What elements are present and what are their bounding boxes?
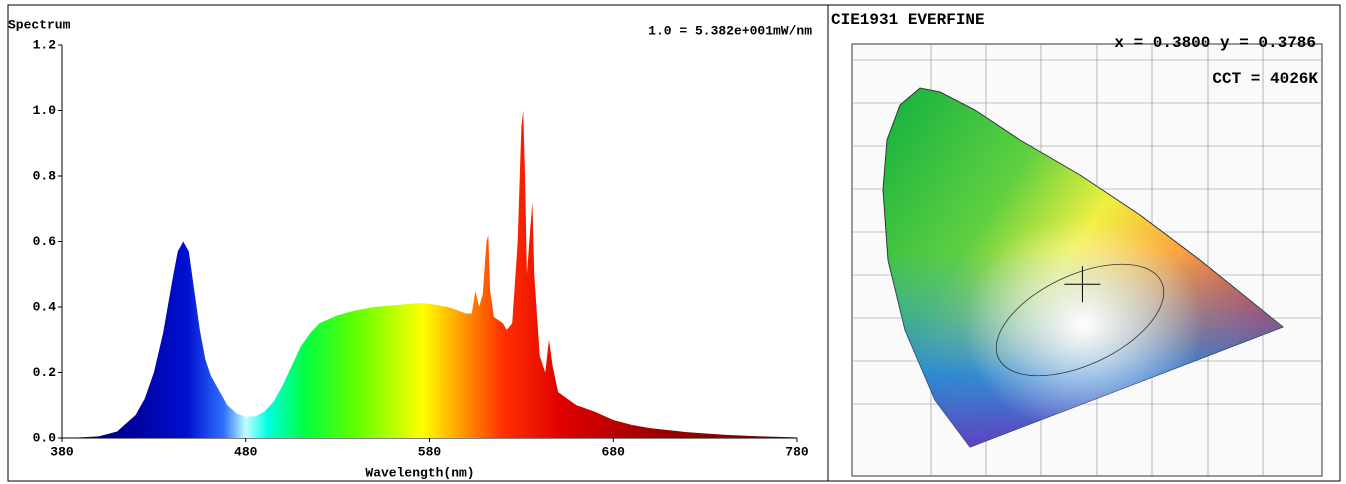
cie-horseshoe <box>882 87 1284 448</box>
chromaticity-point <box>1064 266 1101 303</box>
x-tick-label: 580 <box>418 444 442 459</box>
x-tick-label: 380 <box>50 444 74 459</box>
cie-title: CIE1931 EVERFINE <box>831 11 985 29</box>
cie-coordinates: x = 0.3800 y = 0.3786 <box>1114 34 1316 52</box>
chart-title: Spectrum <box>8 17 71 32</box>
y-tick-label: 1.2 <box>33 37 57 52</box>
y-tick-label: 1.0 <box>33 103 57 118</box>
y-tick-label: 0.4 <box>33 299 57 314</box>
x-tick-label: 780 <box>785 444 809 459</box>
y-tick-label: 0.0 <box>33 430 57 445</box>
spectrum-area <box>62 110 797 438</box>
y-tick-label: 0.2 <box>33 365 57 380</box>
x-axis-label: Wavelength(nm) <box>365 465 474 480</box>
y-tick-label: 0.8 <box>33 168 57 183</box>
annotation: 1.0 = 5.382e+001mW/nm <box>648 23 812 38</box>
cie-chart: CIE1931 EVERFINE x = 0.3800 y = 0.3786 C… <box>831 11 1323 477</box>
right-frame <box>827 4 1341 482</box>
cie-cct: CCT = 4026K <box>1212 70 1318 88</box>
x-tick-label: 680 <box>602 444 626 459</box>
x-tick-label: 480 <box>234 444 258 459</box>
y-tick-label: 0.6 <box>33 234 57 249</box>
spectrum-chart: Spectrum 1.0 = 5.382e+001mW/nm Wavelengt… <box>8 17 812 480</box>
